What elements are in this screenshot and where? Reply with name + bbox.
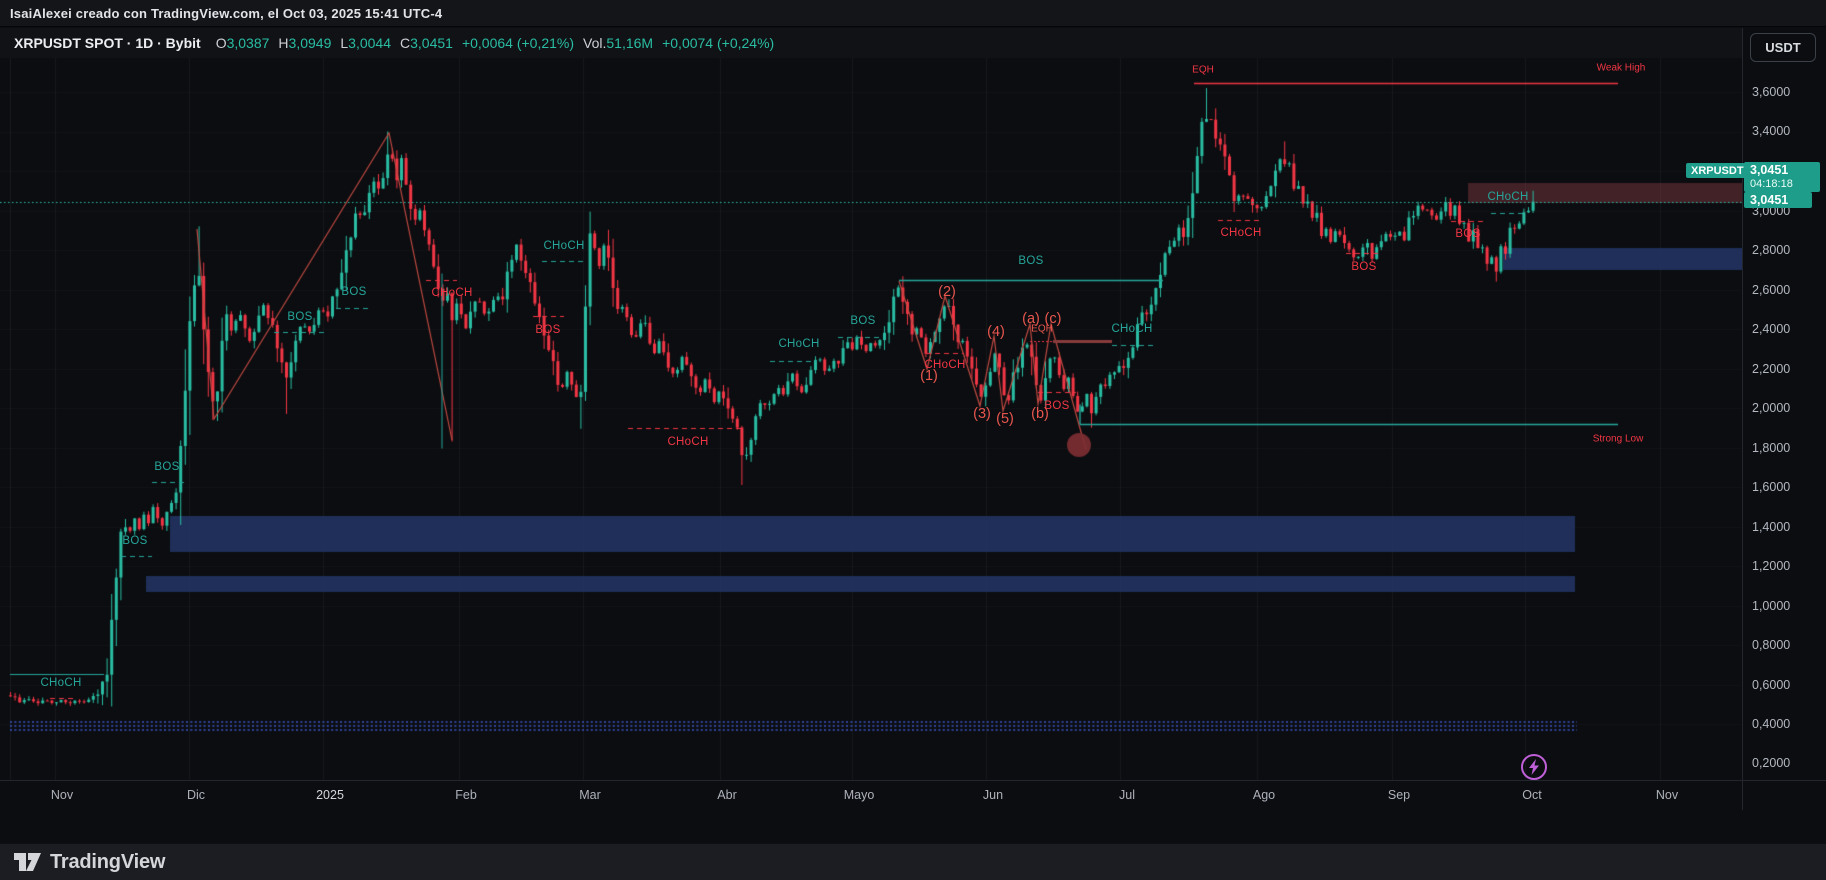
price-axis-label: 1,4000 <box>1752 520 1791 534</box>
time-axis-label: Feb <box>455 788 477 802</box>
bos-label: BOS <box>154 461 180 473</box>
choch-label: CHoCH <box>1487 191 1529 203</box>
bos-label: BOS <box>341 286 367 298</box>
bos-label: BOS <box>1018 255 1044 267</box>
symbol-name[interactable]: XRPUSDT SPOT · 1D · Bybit <box>14 35 201 51</box>
price-axis-label: 0,8000 <box>1752 638 1791 652</box>
volume-change: +0,0074 (+0,24%) <box>662 35 775 51</box>
wave-label: (1) <box>920 368 938 384</box>
current-price-tag: 3,0451 <box>1744 192 1812 208</box>
choch-label: CHoCH <box>1220 227 1262 239</box>
price-axis-label: 2,4000 <box>1752 322 1791 336</box>
time-axis-label: Jul <box>1119 788 1135 802</box>
bos-label: BOS <box>1455 228 1481 240</box>
wave-label: (a) <box>1022 311 1040 327</box>
wave-label: (c) <box>1044 311 1062 327</box>
bos-label: BOS <box>850 315 876 327</box>
symbol-info-bar[interactable]: XRPUSDT SPOT · 1D · Bybit O3,0387 H3,094… <box>0 28 1742 58</box>
lightning-icon <box>1529 759 1539 775</box>
price-axis-label: 2,8000 <box>1752 243 1791 257</box>
wave-label: (2) <box>938 284 956 300</box>
price-change: +0,0064 (+0,21%) <box>461 35 575 51</box>
bos-label: BOS <box>122 535 148 547</box>
weak-high-label: Weak High <box>1596 62 1646 74</box>
time-axis-label: Sep <box>1387 788 1411 802</box>
currency-toggle-button[interactable]: USDT <box>1750 33 1816 62</box>
volume: Vol.51,16M <box>583 35 654 51</box>
time-axis-label: Jun <box>982 788 1004 802</box>
price-axis-label: 3,4000 <box>1752 124 1791 138</box>
bos-label: BOS <box>1351 261 1377 273</box>
symbol-axis-tag: XRPUSDT <box>1686 163 1749 178</box>
time-axis-label: Mayo <box>843 788 875 802</box>
wave-label: EQH <box>1031 323 1053 335</box>
footer-bar: TradingView <box>0 843 1826 880</box>
price-axis-label: 2,2000 <box>1752 362 1791 376</box>
price-axis-label: 3,6000 <box>1752 85 1791 99</box>
lightning-button[interactable] <box>1521 754 1547 780</box>
choch-label: CHoCH <box>667 436 709 448</box>
price-axis-label: 0,2000 <box>1752 756 1791 770</box>
price-axis[interactable] <box>1742 28 1826 810</box>
bos-label: BOS <box>535 324 561 336</box>
time-axis-label: Oct <box>1522 788 1542 802</box>
symbol-price-countdown-tag: 3,0451 04:18:18 <box>1744 162 1820 192</box>
time-axis-label: Nov <box>1655 788 1679 802</box>
time-axis-label: Nov <box>50 788 74 802</box>
ohlc-high: H3,0949 <box>278 35 332 51</box>
choch-label: CHoCH <box>1111 323 1153 335</box>
price-axis-label: 1,8000 <box>1752 441 1791 455</box>
time-axis-label: Ago <box>1252 788 1276 802</box>
wave-label: (b) <box>1031 406 1049 422</box>
choch-label: CHoCH <box>924 359 966 371</box>
time-axis-border <box>0 780 1826 781</box>
tag-price: 3,0451 <box>1750 163 1789 177</box>
price-axis-label: 1,2000 <box>1752 559 1791 573</box>
ohlc-open: O3,0387 <box>215 35 270 51</box>
price-axis-label: 2,6000 <box>1752 283 1791 297</box>
bos-label: BOS <box>287 311 313 323</box>
wave-label: (5) <box>996 411 1014 427</box>
choch-label: CHoCH <box>543 240 585 252</box>
ohlc-low: L3,0044 <box>340 35 391 51</box>
snapshot-title: IsaiAlexei creado con TradingView.com, e… <box>10 5 443 21</box>
price-axis-label: 0,4000 <box>1752 717 1791 731</box>
bos-label: BOS <box>1044 400 1070 412</box>
strong-low-label: Strong Low <box>1592 433 1644 445</box>
price-axis-label: 1,0000 <box>1752 599 1791 613</box>
price-axis-label: 2,0000 <box>1752 401 1791 415</box>
choch-label: CHoCH <box>40 677 82 689</box>
time-axis-label: Dic <box>186 788 206 802</box>
price-axis-label: 0,6000 <box>1752 678 1791 692</box>
bar-countdown: 04:18:18 <box>1750 178 1793 190</box>
choch-label: CHoCH <box>431 287 473 299</box>
time-axis-label: 2025 <box>316 788 344 802</box>
choch-label: CHoCH <box>778 338 820 350</box>
price-axis-label: 1,6000 <box>1752 480 1791 494</box>
ohlc-close: C3,0451 <box>399 35 453 51</box>
eqh-label: EQH <box>1192 64 1214 76</box>
time-axis-label: Mar <box>579 788 601 802</box>
wave-label: (3) <box>973 406 991 422</box>
tradingview-brand[interactable]: TradingView <box>50 850 166 873</box>
time-axis-label: Abr <box>717 788 737 802</box>
wave-label: (4) <box>987 324 1005 340</box>
tradingview-logo-icon[interactable] <box>14 853 42 871</box>
snapshot-title-bar: IsaiAlexei creado con TradingView.com, e… <box>0 0 1826 27</box>
